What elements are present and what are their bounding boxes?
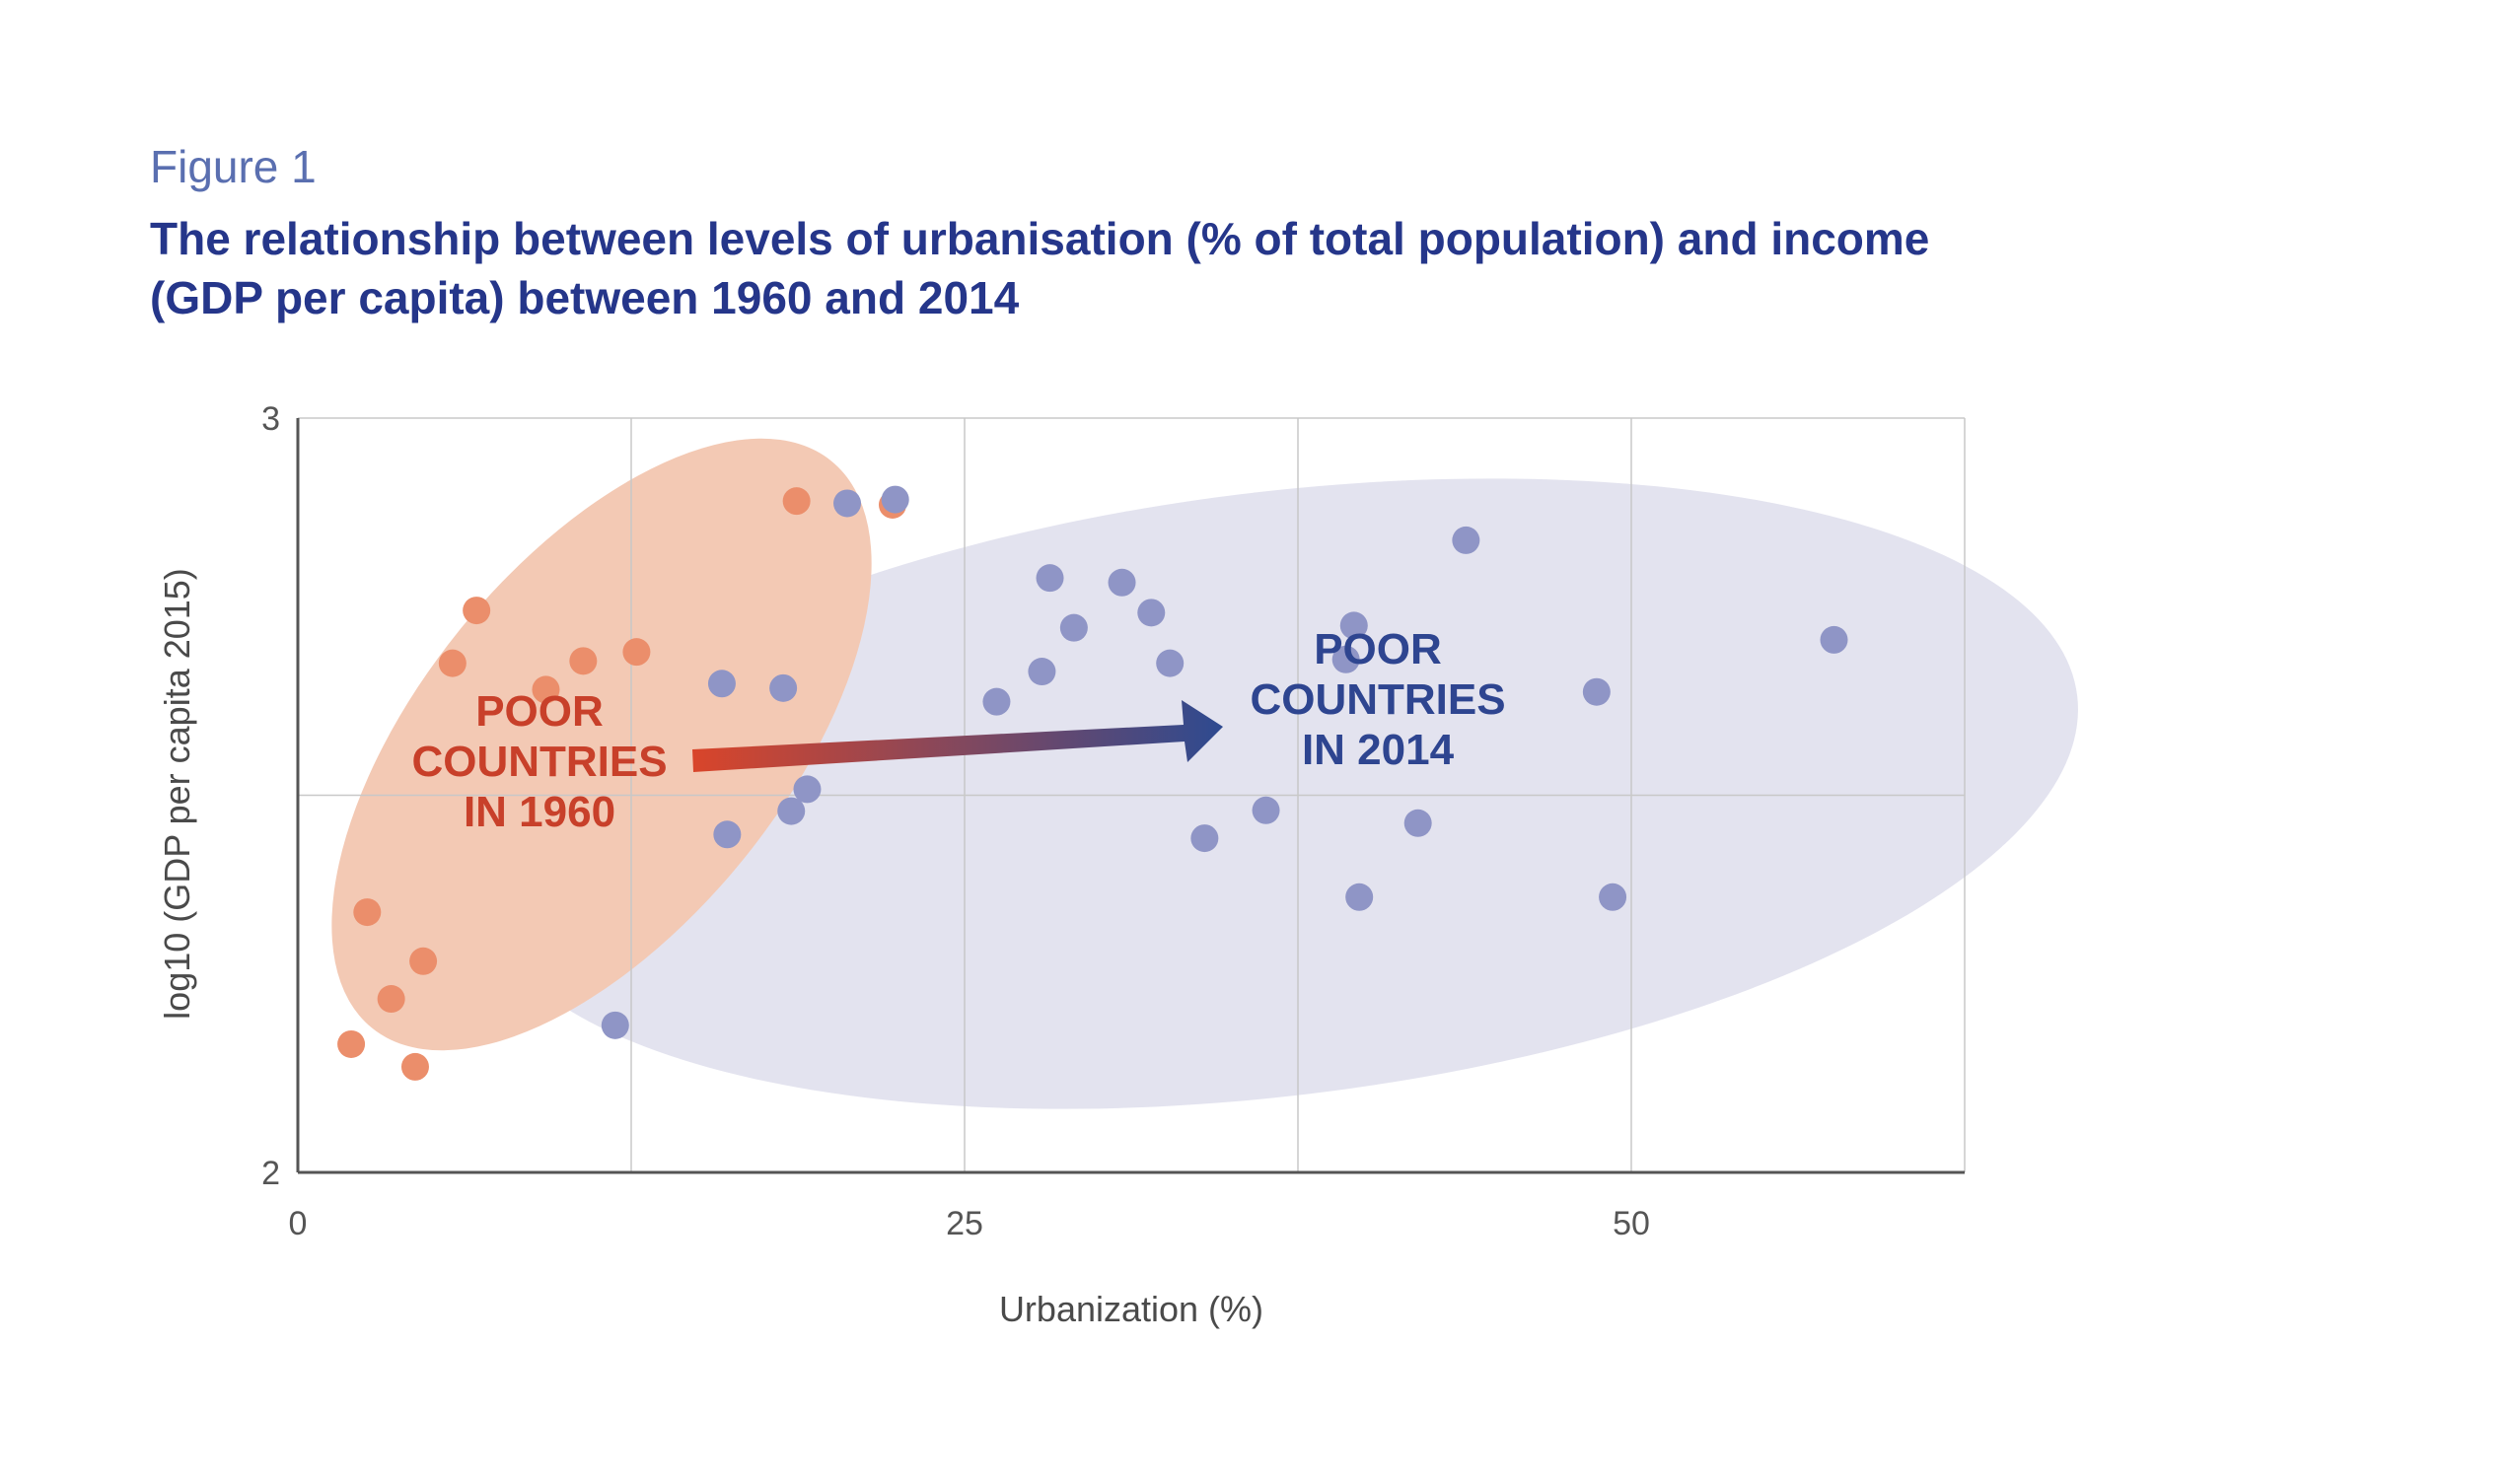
point-2014: [1345, 883, 1374, 911]
y-tick-label: 3: [261, 400, 280, 438]
point-1960: [622, 638, 651, 667]
region-1960: [331, 438, 872, 1051]
gridlines: [298, 417, 1966, 1172]
point-2014: [1403, 809, 1432, 837]
region-2014: [476, 478, 2078, 1109]
x-tick-label: 0: [289, 1205, 308, 1242]
point-2014: [833, 489, 862, 518]
point-1960: [569, 647, 598, 675]
point-2014: [1252, 796, 1280, 824]
trend-arrow: [692, 700, 1223, 772]
y-axis-title: log10 (GDP per capita 2015): [157, 568, 197, 1020]
point-2014: [769, 673, 798, 702]
point-2014: [1108, 568, 1136, 597]
point-2014: [1190, 824, 1219, 853]
point-2014: [1599, 883, 1627, 911]
highlight-regions: [331, 438, 2078, 1109]
point-2014: [1331, 645, 1360, 673]
figure-label: Figure 1: [150, 141, 317, 192]
point-1960: [409, 947, 438, 975]
point-2014: [1820, 625, 1848, 654]
annotation-label-1960: IN 1960: [464, 788, 615, 836]
point-2014: [793, 775, 822, 804]
point-1960: [400, 1052, 429, 1081]
point-1960: [463, 597, 491, 625]
point-2014: [1339, 611, 1368, 640]
point-1960: [337, 1029, 366, 1058]
point-1960: [353, 898, 382, 927]
point-2014: [1156, 649, 1185, 677]
point-2014: [707, 670, 736, 698]
point-2014: [601, 1011, 629, 1039]
y-tick-label: 2: [261, 1155, 280, 1192]
point-2014: [881, 485, 909, 514]
annotation-label-2014: COUNTRIES: [1250, 675, 1505, 724]
point-2014: [1036, 564, 1064, 593]
annotation-label-2014: IN 2014: [1302, 726, 1455, 774]
x-tick-label: 25: [946, 1205, 983, 1242]
point-2014: [1059, 613, 1088, 642]
point-1960: [377, 985, 405, 1014]
point-1960: [532, 675, 560, 704]
point-2014: [1452, 526, 1480, 554]
point-2014: [1028, 658, 1056, 686]
annotation-label-1960: COUNTRIES: [411, 738, 667, 786]
point-2014: [1582, 677, 1611, 706]
x-axis-title: Urbanization (%): [999, 1289, 1263, 1329]
chart-title: The relationship between levels of urban…: [150, 213, 1930, 323]
annotation-label-2014: POOR: [1314, 625, 1442, 673]
point-2014: [713, 820, 742, 849]
point-2014: [1137, 599, 1166, 627]
axes: 0 25 50 2 3 Urbanization (%) log10 (GDP per ca…: [157, 400, 1965, 1329]
point-1960: [438, 649, 467, 677]
x-tick-label: 50: [1613, 1205, 1650, 1242]
point-2014: [982, 687, 1011, 716]
point-1960: [782, 487, 811, 516]
annotation-label-1960: POOR: [475, 687, 604, 736]
point-2014: [777, 797, 806, 825]
data-points: [337, 485, 1848, 1081]
